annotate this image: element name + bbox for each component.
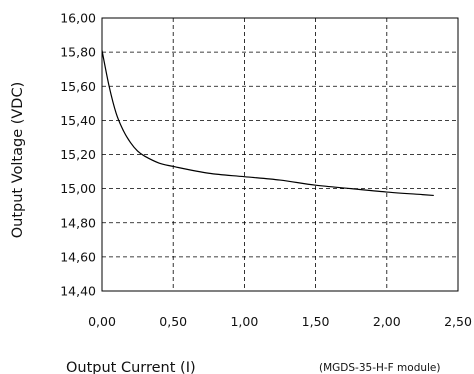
- y-axis-title: Output Voltage (VDC): [10, 82, 26, 239]
- x-tick-label: 0,00: [88, 314, 116, 329]
- x-axis-title: Output Current (I): [66, 360, 196, 374]
- x-tick-label: 2,50: [444, 314, 472, 329]
- module-note: (MGDS-35-H-F module): [319, 362, 441, 374]
- grid-lines: [102, 18, 458, 291]
- x-tick-label: 1,00: [230, 314, 258, 329]
- y-tick-label: 14,80: [60, 215, 96, 230]
- y-tick-label: 15,00: [60, 181, 96, 196]
- y-tick-labels: 14,40 14,60 14,80 15,00 15,20 15,40 15,60 15,80…: [60, 11, 96, 299]
- y-tick-label: 16,00: [60, 11, 96, 26]
- x-tick-label: 1,50: [302, 314, 330, 329]
- y-tick-label: 15,40: [60, 113, 96, 128]
- series-line: [101, 50, 434, 197]
- y-tick-label: 15,60: [60, 79, 96, 94]
- x-tick-label: 2,00: [373, 314, 401, 329]
- y-tick-label: 14,60: [60, 249, 96, 264]
- x-tick-labels: 0,00 0,50 1,00 1,50 2,00 2,50: [88, 314, 472, 329]
- plot-frame: [101, 17, 459, 292]
- x-tick-label: 0,50: [159, 314, 187, 329]
- y-tick-label: 15,20: [60, 147, 96, 162]
- y-tick-label: 14,40: [60, 284, 96, 299]
- y-tick-label: 15,80: [60, 45, 96, 60]
